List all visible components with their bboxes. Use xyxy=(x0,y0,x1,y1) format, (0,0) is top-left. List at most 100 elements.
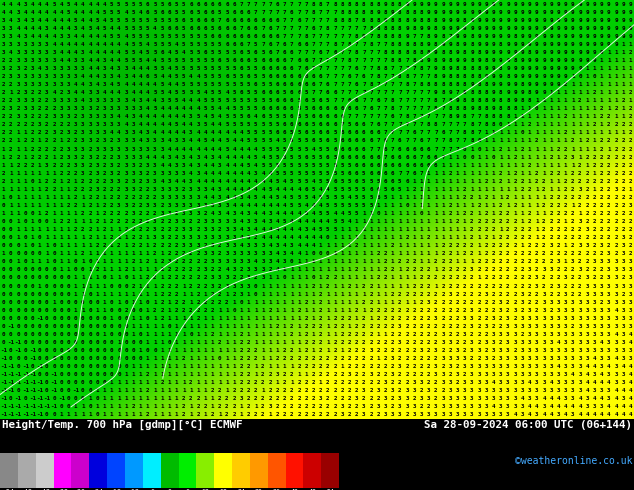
Text: 2: 2 xyxy=(600,195,604,200)
Text: 4: 4 xyxy=(276,219,279,224)
Text: 2: 2 xyxy=(38,106,41,111)
Text: 4: 4 xyxy=(204,114,207,120)
Text: 8: 8 xyxy=(391,1,394,6)
Text: 2: 2 xyxy=(146,275,150,280)
Text: 2: 2 xyxy=(427,268,430,272)
Text: 4: 4 xyxy=(88,58,92,63)
Text: 4: 4 xyxy=(276,259,279,264)
Text: 2: 2 xyxy=(167,275,171,280)
Text: 3: 3 xyxy=(571,364,574,369)
Text: 3: 3 xyxy=(197,171,200,176)
Text: 2: 2 xyxy=(326,380,330,385)
Text: 0: 0 xyxy=(60,316,63,321)
Text: 5: 5 xyxy=(261,122,265,127)
Text: 3: 3 xyxy=(254,219,257,224)
Text: 3: 3 xyxy=(131,211,135,216)
Text: 1: 1 xyxy=(117,227,120,232)
Text: 4: 4 xyxy=(175,106,178,111)
Text: 1: 1 xyxy=(521,195,524,200)
Text: 3: 3 xyxy=(470,396,474,401)
Text: 7: 7 xyxy=(413,34,416,39)
Text: 1: 1 xyxy=(384,211,387,216)
Text: 2: 2 xyxy=(182,356,186,361)
Text: 0: 0 xyxy=(319,251,322,256)
Text: 2: 2 xyxy=(427,284,430,289)
Text: 2: 2 xyxy=(175,308,178,313)
Text: 0: 0 xyxy=(67,332,70,337)
Text: -1: -1 xyxy=(22,404,29,409)
Text: Height/Temp. 700 hPa [gdmp][°C] ECMWF: Height/Temp. 700 hPa [gdmp][°C] ECMWF xyxy=(2,419,242,430)
Text: 0: 0 xyxy=(117,308,120,313)
Text: 4: 4 xyxy=(268,235,272,240)
Text: 0: 0 xyxy=(52,364,56,369)
Text: 1: 1 xyxy=(347,259,351,264)
Text: 7: 7 xyxy=(477,114,481,120)
Text: 4: 4 xyxy=(225,187,229,192)
Text: 3: 3 xyxy=(550,243,553,248)
Text: 2: 2 xyxy=(189,284,193,289)
Text: 1: 1 xyxy=(448,163,452,168)
Text: 4: 4 xyxy=(160,106,164,111)
Text: 6: 6 xyxy=(377,195,380,200)
Text: 8: 8 xyxy=(405,74,409,79)
Text: 3: 3 xyxy=(514,332,517,337)
Text: 1: 1 xyxy=(38,179,41,184)
Text: 4: 4 xyxy=(600,340,604,345)
Text: 1: 1 xyxy=(88,251,92,256)
Text: 3: 3 xyxy=(629,275,632,280)
Text: 1: 1 xyxy=(197,340,200,345)
Text: 5: 5 xyxy=(290,171,294,176)
Text: 4: 4 xyxy=(225,195,229,200)
Text: 3: 3 xyxy=(492,364,495,369)
Text: 1: 1 xyxy=(585,82,589,87)
Text: 1: 1 xyxy=(456,235,459,240)
Text: 2: 2 xyxy=(160,259,164,264)
Text: 5: 5 xyxy=(233,50,236,55)
Text: 2: 2 xyxy=(420,292,424,296)
Text: 6: 6 xyxy=(268,34,272,39)
Text: 9: 9 xyxy=(621,10,625,15)
Text: 6: 6 xyxy=(405,155,409,160)
Text: 1: 1 xyxy=(88,413,92,417)
Text: 1: 1 xyxy=(124,251,128,256)
Text: 3: 3 xyxy=(247,268,250,272)
Text: 2: 2 xyxy=(160,284,164,289)
Text: 3: 3 xyxy=(521,380,524,385)
Text: 9: 9 xyxy=(506,50,510,55)
Text: 1: 1 xyxy=(304,259,308,264)
Text: 9: 9 xyxy=(434,1,437,6)
Text: 3: 3 xyxy=(542,324,546,329)
Text: 2: 2 xyxy=(600,179,604,184)
Text: 5: 5 xyxy=(233,82,236,87)
Text: 6: 6 xyxy=(333,122,337,127)
Text: 6: 6 xyxy=(369,171,373,176)
Text: 3: 3 xyxy=(506,364,510,369)
Text: 8: 8 xyxy=(377,66,380,71)
Text: 2: 2 xyxy=(441,388,445,393)
Text: 4: 4 xyxy=(614,308,618,313)
Text: 0: 0 xyxy=(2,259,5,264)
Text: 3: 3 xyxy=(578,308,582,313)
Text: 2: 2 xyxy=(131,259,135,264)
Text: 9: 9 xyxy=(535,1,538,6)
Text: 2: 2 xyxy=(398,388,401,393)
Text: 2: 2 xyxy=(297,404,301,409)
Text: 1: 1 xyxy=(326,332,330,337)
Text: 5: 5 xyxy=(369,203,373,208)
Text: 1: 1 xyxy=(499,227,503,232)
Text: 3: 3 xyxy=(413,413,416,417)
Text: 3: 3 xyxy=(103,139,107,144)
Text: 6: 6 xyxy=(398,163,401,168)
Text: 1: 1 xyxy=(297,268,301,272)
Text: 7: 7 xyxy=(283,18,287,23)
Text: 2: 2 xyxy=(405,324,409,329)
Text: 1: 1 xyxy=(233,380,236,385)
Text: 8: 8 xyxy=(369,10,373,15)
Text: 2: 2 xyxy=(261,396,265,401)
Text: 3: 3 xyxy=(131,155,135,160)
Text: 7: 7 xyxy=(377,42,380,47)
Text: 2: 2 xyxy=(514,292,517,296)
Text: 3: 3 xyxy=(514,308,517,313)
Text: 5: 5 xyxy=(124,25,128,31)
Text: 3: 3 xyxy=(621,268,625,272)
